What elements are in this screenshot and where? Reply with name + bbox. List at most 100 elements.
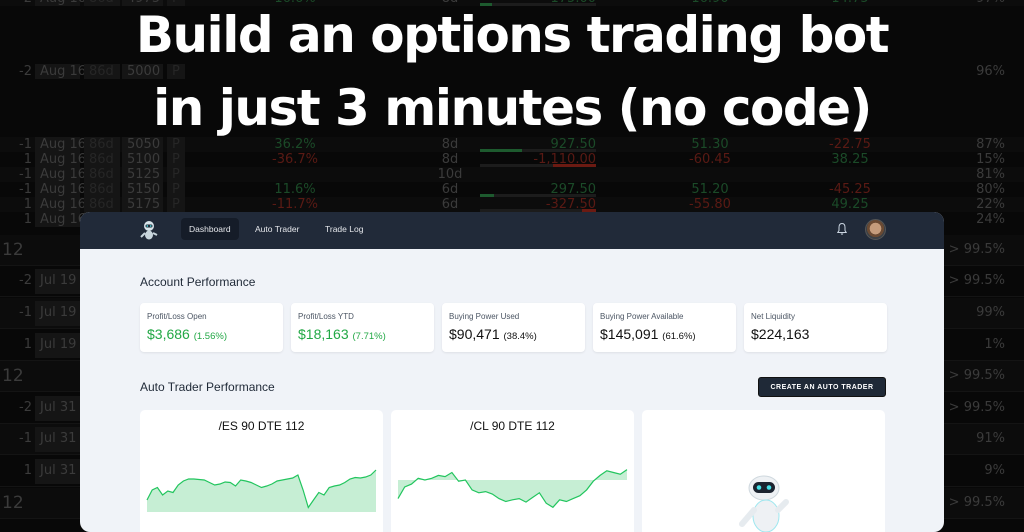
probability-cell: 1% xyxy=(984,336,1005,352)
expiry-cell: Aug 16 xyxy=(35,182,86,197)
robot-mascot-icon xyxy=(739,475,789,532)
qty-cell: 1 xyxy=(23,336,32,352)
probability-cell: 96% xyxy=(976,64,1005,79)
metric-percent: (38.4%) xyxy=(503,331,537,342)
delta-cell: 51.20 xyxy=(691,182,729,197)
dte-cell: 86d xyxy=(84,182,120,197)
expiry-cell: Aug 16 xyxy=(35,152,86,167)
qty-cell: -1 xyxy=(19,137,32,152)
metric-value: $224,163 xyxy=(751,326,810,342)
metric-label: Profit/Loss Open xyxy=(147,312,207,321)
qty-cell: -1 xyxy=(19,167,32,182)
bell-icon[interactable] xyxy=(836,222,848,236)
pl-cell: -327.50 xyxy=(545,197,596,212)
probability-cell: 22% xyxy=(976,197,1005,212)
qty-cell: -2 xyxy=(19,273,32,289)
dte-cell: 86d xyxy=(84,0,120,6)
delta-cell: -55.80 xyxy=(689,197,731,212)
group-label: 12 xyxy=(2,239,24,260)
metric-value-row: $90,471 (38.4%) xyxy=(449,326,537,342)
qty-cell: -2 xyxy=(19,64,32,79)
pct-cell: 16.6% xyxy=(250,0,340,6)
expiry-cell: Aug 16 xyxy=(35,64,86,79)
nav-trade-log[interactable]: Trade Log xyxy=(325,224,364,234)
table-row: -2 Aug 16 86d 5000 P 96% xyxy=(0,64,1024,79)
metric-value-row: $224,163 xyxy=(751,326,809,342)
robot-logo-icon[interactable] xyxy=(140,220,158,240)
chart-title: /CL 90 DTE 112 xyxy=(470,419,555,433)
cl-sparkline xyxy=(397,469,628,509)
qty-cell: -1 xyxy=(19,431,32,447)
app-window: Dashboard Auto Trader Trade Log Account … xyxy=(80,212,944,532)
metric-value-row: $3,686 (1.56%) xyxy=(147,326,227,342)
dte-cell: 86d xyxy=(84,152,120,167)
days-cell: 6d xyxy=(441,197,459,212)
strike-cell: 5150 xyxy=(122,182,163,197)
table-row: 1 Aug 16 86d 5175 P -11.7% 6d -327.50 -55.80 49.2… xyxy=(0,197,1024,212)
strike-cell: 5175 xyxy=(122,197,163,212)
metric-card: Profit/Loss Open $3,686 (1.56%) xyxy=(140,303,283,352)
delta-cell: 51.30 xyxy=(691,137,729,152)
create-auto-trader-button[interactable]: CREATE AN AUTO TRADER xyxy=(758,377,886,397)
chart-card-es[interactable]: /ES 90 DTE 112 xyxy=(140,410,383,532)
metric-percent: (1.56%) xyxy=(193,331,227,342)
metric-percent: (7.71%) xyxy=(352,331,386,342)
pl-progress-bar xyxy=(480,164,596,167)
type-cell: P xyxy=(167,182,185,197)
expiry-cell: Jul 31 xyxy=(35,395,80,421)
expiry-cell: Jul 19 xyxy=(35,332,80,358)
user-avatar[interactable] xyxy=(865,219,886,240)
theta-cell: 14.75 xyxy=(800,0,900,6)
metric-card: Buying Power Available $145,091 (61.6%) xyxy=(593,303,736,352)
pct-cell: -11.7% xyxy=(272,197,318,212)
pl-cell: -1,110.00 xyxy=(533,152,596,167)
strike-cell: 4975 xyxy=(122,0,163,6)
strike-cell: 5050 xyxy=(122,137,163,152)
expiry-cell: Aug 16 xyxy=(35,167,86,182)
theta-cell: 49.25 xyxy=(831,197,869,212)
qty-cell: 1 xyxy=(23,212,32,227)
sparkline-area xyxy=(398,469,627,508)
metric-value-row: $145,091 (61.6%) xyxy=(600,326,696,342)
type-cell: P xyxy=(167,64,185,79)
qty-cell: -1 xyxy=(19,305,32,320)
sparkline-area xyxy=(147,470,376,512)
type-cell: P xyxy=(167,137,185,152)
create-trader-placeholder-card[interactable] xyxy=(642,410,885,532)
days-cell: 8d xyxy=(430,0,470,6)
pct-cell: -36.7% xyxy=(272,152,318,167)
navbar: Dashboard Auto Trader Trade Log xyxy=(80,212,944,249)
probability-cell: 91% xyxy=(976,431,1005,447)
expiry-cell: Jul 19 xyxy=(35,301,80,326)
theta-cell: -45.25 xyxy=(829,182,871,197)
qty-cell: -1 xyxy=(19,182,32,197)
days-cell: 8d xyxy=(441,137,459,152)
table-row: -1 Aug 16 86d 5050 P 36.2% 8d 927.50 51.30 -22.75… xyxy=(0,137,1024,152)
account-performance-title: Account Performance xyxy=(140,275,256,289)
pct-cell: 36.2% xyxy=(274,137,316,152)
pl-cell: 927.50 xyxy=(550,137,597,152)
probability-cell: > 99.5% xyxy=(948,241,1005,257)
expiry-cell: Jul 31 xyxy=(35,459,80,484)
probability-cell: 80% xyxy=(976,182,1005,197)
pl-progress-bar xyxy=(480,149,596,152)
chart-card-cl[interactable]: /CL 90 DTE 112 xyxy=(391,410,634,532)
metric-label: Buying Power Used xyxy=(449,312,520,321)
type-cell: P xyxy=(167,152,185,167)
probability-cell: > 99.5% xyxy=(948,399,1005,415)
probability-cell: > 99.5% xyxy=(948,494,1005,510)
table-row: -1 Aug 16 86d 5150 P 11.6% 6d 297.50 51.20 -45.25… xyxy=(0,182,1024,197)
nav-dashboard[interactable]: Dashboard xyxy=(181,218,239,240)
pl-progress-bar xyxy=(480,3,596,6)
expiry-cell: Aug 16 xyxy=(35,212,86,227)
group-label: 12 xyxy=(2,492,24,513)
metric-label: Buying Power Available xyxy=(600,312,684,321)
probability-cell: > 99.5% xyxy=(948,368,1005,384)
nav-auto-trader[interactable]: Auto Trader xyxy=(255,224,300,234)
type-cell: P xyxy=(167,197,185,212)
qty-cell: 2 xyxy=(24,0,32,6)
auto-trader-performance-title: Auto Trader Performance xyxy=(140,380,275,394)
qty-cell: 1 xyxy=(23,463,32,478)
probability-cell: 81% xyxy=(976,167,1005,182)
